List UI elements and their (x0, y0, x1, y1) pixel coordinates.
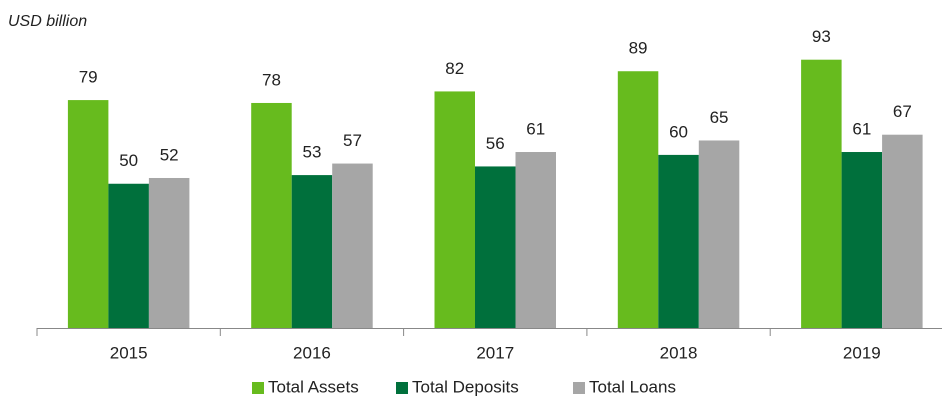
bar (291, 175, 333, 328)
x-tick-label: 2016 (293, 343, 331, 362)
legend-label: Total Deposits (412, 377, 519, 396)
x-tick-label: 2015 (110, 343, 148, 362)
legend-swatch (396, 382, 408, 394)
x-tick-label: 2019 (843, 343, 881, 362)
bar (617, 71, 659, 329)
bar (882, 134, 923, 328)
bar (332, 163, 373, 328)
chart-subtitle: USD billion (8, 13, 87, 30)
bar (434, 91, 475, 329)
data-label: 82 (445, 59, 464, 78)
bar (475, 166, 516, 328)
data-label: 89 (629, 39, 648, 58)
legend-label: Total Loans (589, 377, 676, 396)
data-label: 65 (710, 108, 729, 127)
data-label: 78 (262, 70, 281, 89)
bar (658, 154, 699, 328)
bar (67, 100, 109, 329)
bar (515, 152, 556, 328)
bar (801, 59, 842, 328)
x-tick-label: 2017 (476, 343, 514, 362)
data-label: 57 (343, 131, 362, 150)
bar (841, 152, 883, 328)
data-label: 56 (486, 134, 505, 153)
x-tick-label: 2018 (660, 343, 698, 362)
data-label: 53 (302, 143, 321, 162)
legend-label: Total Assets (268, 377, 359, 396)
data-label: 61 (526, 119, 545, 138)
data-label: 61 (852, 119, 871, 138)
data-label: 60 (669, 122, 688, 141)
bar (698, 140, 740, 328)
data-label: 93 (812, 27, 831, 46)
bar (108, 183, 149, 328)
bar (148, 177, 190, 328)
data-label: 50 (119, 151, 138, 170)
legend-swatch (252, 382, 264, 394)
legend-swatch (573, 382, 585, 394)
data-label: 79 (79, 68, 98, 87)
data-label: 67 (893, 102, 912, 121)
data-label: 52 (160, 145, 179, 164)
bar (251, 102, 292, 328)
